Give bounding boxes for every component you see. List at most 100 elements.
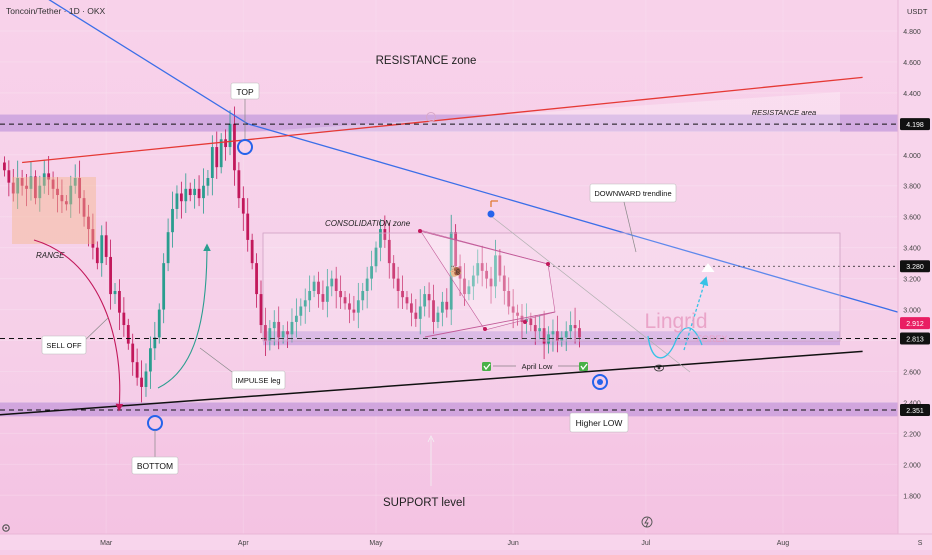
candle-body bbox=[64, 201, 68, 205]
impulse-box bbox=[231, 370, 286, 390]
candle-body bbox=[228, 123, 232, 148]
lightning-icon[interactable] bbox=[641, 516, 653, 528]
candle-body bbox=[432, 300, 435, 322]
candle-body bbox=[3, 162, 6, 171]
candle-body bbox=[95, 247, 99, 264]
higher-low-label: Higher LOW bbox=[576, 418, 623, 428]
candle-body bbox=[219, 139, 223, 168]
candle-body bbox=[361, 290, 365, 301]
time-axis[interactable] bbox=[0, 534, 932, 550]
candle-body bbox=[33, 176, 37, 199]
zone-band bbox=[0, 402, 898, 417]
candle-body bbox=[449, 232, 453, 310]
downward-trendline-box bbox=[589, 183, 677, 203]
y-tick-label: 3.400 bbox=[903, 246, 921, 253]
candle-body bbox=[153, 337, 157, 349]
candles bbox=[3, 106, 581, 403]
y-tick-label: 2.200 bbox=[903, 431, 921, 438]
price-tag[interactable] bbox=[900, 260, 930, 273]
lightning-bolt bbox=[644, 517, 649, 528]
price-tags: 4.198 3.280 2.912 2.813 2.351 bbox=[900, 118, 930, 417]
april-low-bg bbox=[516, 360, 558, 372]
price-tag-label: 4.198 bbox=[906, 122, 924, 129]
candle-body bbox=[476, 263, 480, 276]
candle-body bbox=[418, 306, 422, 319]
candle-body bbox=[135, 362, 139, 378]
price-tag-label: 2.813 bbox=[906, 337, 924, 344]
candle-body bbox=[396, 278, 400, 291]
check-mark bbox=[483, 363, 491, 371]
candle-body bbox=[516, 312, 519, 316]
candle-body bbox=[542, 328, 546, 344]
resistance-area-label: RESISTANCE area bbox=[752, 108, 816, 117]
higher-low-dot bbox=[597, 379, 603, 385]
candle-body bbox=[237, 170, 241, 199]
candle-body bbox=[551, 331, 555, 335]
gear-icon[interactable] bbox=[2, 524, 10, 532]
y-tick-label: 1.800 bbox=[903, 493, 921, 500]
candle-body bbox=[144, 371, 148, 387]
y-tick-label: 3.200 bbox=[903, 277, 921, 284]
symbol-title[interactable]: Toncoin/Tether · 1D · OKX bbox=[6, 6, 106, 16]
candle-body bbox=[467, 286, 471, 295]
candle-body bbox=[321, 294, 325, 302]
currency-label[interactable]: USDT bbox=[907, 7, 928, 16]
candle-body bbox=[458, 266, 462, 279]
candle-body bbox=[352, 309, 356, 313]
candle-body bbox=[339, 290, 343, 298]
candle-body bbox=[268, 328, 272, 341]
price-tag[interactable] bbox=[900, 332, 930, 345]
candle-body bbox=[299, 306, 303, 316]
higher-low-marker bbox=[592, 374, 608, 390]
time-axis-ticks: Mar Apr May Jun Jul Aug S bbox=[100, 540, 923, 547]
candle-body bbox=[113, 290, 117, 295]
candle-body bbox=[29, 176, 33, 189]
candle-body bbox=[184, 188, 188, 202]
zone-band bbox=[0, 114, 898, 132]
x-tick-label: Mar bbox=[100, 540, 113, 547]
check-mark bbox=[580, 363, 588, 371]
candle-body bbox=[547, 334, 550, 344]
watermark-sub: FOREX bbox=[696, 334, 727, 344]
candle-body bbox=[414, 312, 418, 319]
candle-body bbox=[356, 300, 360, 313]
range-label: RANGE bbox=[36, 251, 65, 260]
y-tick-label: 2.000 bbox=[903, 462, 921, 469]
candle-body bbox=[325, 286, 329, 302]
candle-body bbox=[277, 321, 281, 338]
candle-body bbox=[334, 278, 338, 291]
candle-body bbox=[573, 325, 577, 329]
candle-body bbox=[423, 294, 427, 307]
price-tag[interactable] bbox=[900, 317, 930, 330]
candle-body bbox=[454, 232, 458, 267]
candle-body bbox=[210, 147, 214, 178]
triangle-point bbox=[523, 320, 527, 324]
support-trendline bbox=[0, 350, 863, 416]
snail-icon: 🐌 bbox=[449, 265, 463, 278]
candle-body bbox=[330, 278, 334, 287]
candle-body bbox=[463, 278, 466, 295]
candle-body bbox=[166, 232, 170, 264]
sell-off-label: SELL OFF bbox=[46, 341, 82, 350]
candle-body bbox=[91, 229, 95, 248]
higher-low-box bbox=[569, 412, 629, 433]
candle-body bbox=[233, 123, 236, 171]
x-tick-label: Aug bbox=[777, 540, 790, 547]
candle-body bbox=[564, 331, 568, 338]
eye-icon bbox=[654, 364, 664, 372]
candle-body bbox=[317, 281, 320, 295]
price-tag[interactable] bbox=[900, 118, 930, 131]
candle-body bbox=[538, 328, 542, 332]
resistance-area-fill bbox=[250, 92, 840, 132]
candle-body bbox=[100, 235, 104, 264]
candle-body bbox=[38, 185, 42, 199]
candle-body bbox=[87, 216, 90, 230]
candle-body bbox=[118, 290, 121, 313]
price-tag[interactable] bbox=[900, 404, 930, 417]
bottom-label: BOTTOM bbox=[137, 461, 173, 471]
triangle-lower bbox=[424, 311, 556, 338]
top-marker bbox=[237, 139, 253, 155]
candle-body bbox=[197, 188, 201, 199]
info-icon[interactable] bbox=[426, 112, 436, 122]
